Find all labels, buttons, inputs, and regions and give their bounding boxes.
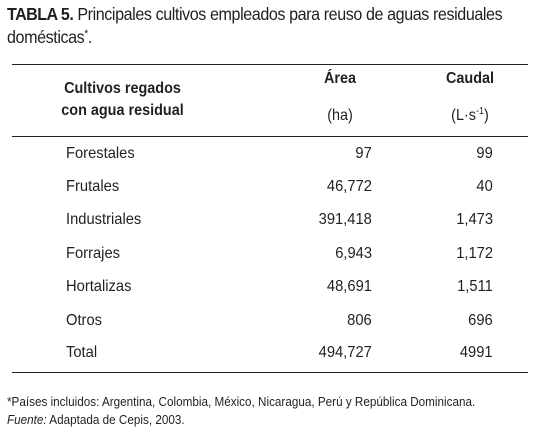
table-header-rule (12, 136, 528, 137)
footnote-source: Fuente: Adaptada de Cepis, 2003. (7, 411, 185, 429)
row-flow: 40 (476, 178, 493, 195)
row-crop: Forestales (66, 145, 135, 162)
row-flow: 4991 (460, 344, 493, 361)
header-crops-line2: con agua residual (61, 102, 184, 119)
row-area: 46,772 (326, 178, 372, 195)
caption-footnote-marker: * (84, 28, 88, 40)
flow-unit-close: ) (484, 107, 489, 124)
row-crop: Total (66, 344, 98, 361)
row-area: 48,691 (326, 278, 372, 295)
table-caption: TABLA 5. Principales cultivos empleados … (7, 3, 503, 49)
table-top-rule (12, 64, 528, 65)
source-text: Adaptada de Cepis, 2003. (49, 412, 185, 427)
header-crops: Cultivos regados con agua residual (48, 78, 197, 122)
table-row: Forestales 97 99 (0, 143, 540, 167)
caption-text-line1: Principales cultivos empleados para reus… (77, 4, 503, 24)
row-area: 97 (355, 145, 372, 162)
row-flow: 696 (468, 312, 493, 329)
row-flow: 1,473 (456, 211, 493, 228)
row-area: 806 (347, 312, 372, 329)
table-row: Hortalizas 48,691 1,511 (0, 276, 540, 300)
table-row: Frutales 46,772 40 (0, 176, 540, 200)
row-area: 494,727 (318, 344, 372, 361)
table-row: Forrajes 6,943 1,172 (0, 243, 540, 267)
flow-unit-exponent: -1 (475, 106, 485, 117)
source-label: Fuente: (7, 412, 47, 427)
table-row-total: Total 494,727 4991 (0, 342, 540, 366)
row-crop: Hortalizas (66, 278, 132, 295)
row-crop: Industriales (66, 211, 142, 228)
header-area-unit: (ha) (327, 107, 353, 124)
row-crop: Forrajes (66, 245, 120, 262)
table-row: Industriales 391,418 1,473 (0, 209, 540, 233)
row-crop: Frutales (66, 178, 120, 195)
caption-label: TABLA 5. (7, 4, 74, 24)
header-crops-line1: Cultivos regados (64, 80, 181, 97)
header-area: Área (323, 70, 357, 87)
caption-end: . (87, 27, 93, 47)
row-crop: Otros (66, 312, 102, 329)
row-flow: 1,172 (456, 245, 493, 262)
table-bottom-rule (12, 372, 528, 373)
row-flow: 1,511 (457, 278, 493, 295)
table-row: Otros 806 696 (0, 310, 540, 334)
caption-text-line2: domésticas (7, 27, 85, 47)
row-area: 6,943 (335, 245, 372, 262)
row-area: 391,418 (318, 211, 372, 228)
header-flow: Caudal (445, 70, 495, 87)
header-flow-unit: (L·s-1) (430, 106, 511, 126)
footnote-countries: *Países incluidos: Argentina, Colombia, … (7, 394, 476, 409)
row-flow: 99 (476, 145, 493, 162)
flow-unit-base: (L·s (451, 107, 476, 124)
